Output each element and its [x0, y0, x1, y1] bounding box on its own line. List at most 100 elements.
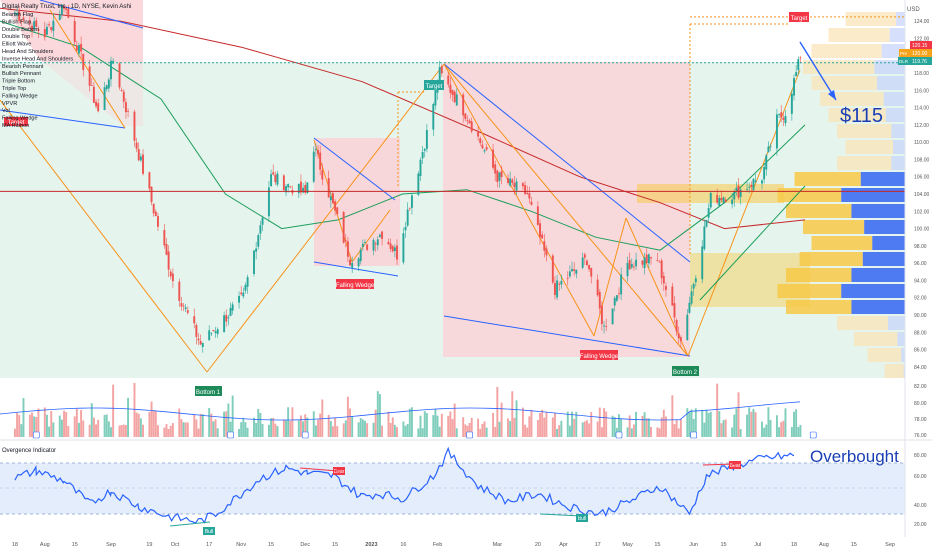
volume-bar [500, 402, 503, 437]
candle-body [686, 314, 689, 340]
wedge-line [443, 63, 691, 263]
volume-bar [396, 427, 398, 437]
volume-bar [605, 411, 608, 437]
candle-body [694, 278, 697, 283]
volume-bar [349, 408, 352, 437]
bottom2-label: Bottom 2 [672, 366, 699, 376]
price-badge-text: 120.00 [912, 51, 928, 57]
volume-axis[interactable]: 76.00 78.00 80.00 82.00 [914, 384, 927, 439]
volume-bar [468, 422, 471, 437]
vpvr-down-block [891, 124, 905, 138]
candle-body [28, 20, 31, 24]
volume-bar [274, 423, 277, 437]
time-tick-label: Sep [106, 542, 116, 548]
volume-bar [223, 411, 226, 437]
candle-body [782, 117, 785, 120]
volume-bar [716, 383, 719, 437]
vpvr-down-block [891, 156, 905, 170]
candle-body [285, 186, 287, 193]
candle-body [182, 305, 185, 307]
candle-body [498, 172, 501, 181]
candle-body [35, 20, 38, 27]
candle-body [357, 258, 360, 267]
candle-body [707, 208, 710, 218]
vpvr-up-block [786, 268, 852, 282]
candle-body [319, 152, 322, 170]
candle-body [150, 186, 153, 203]
candle-body [312, 151, 315, 182]
volume-bar [163, 427, 166, 437]
candle-body [545, 248, 548, 256]
candle-body [660, 260, 663, 279]
volume-bar [291, 407, 294, 437]
volume-bar [746, 414, 749, 437]
volume-bar [118, 425, 121, 437]
time-tick-label: 15 [851, 542, 857, 548]
volume-bar [297, 420, 300, 437]
candle-body [481, 144, 484, 149]
candle-body [421, 152, 424, 159]
candle-body [560, 280, 563, 285]
vpvr-up-block [777, 284, 842, 298]
time-tick-label: 15 [654, 542, 660, 548]
candle-body [20, 20, 23, 22]
time-tick-label: 2023 [365, 542, 377, 548]
time-tick-label: 15 [721, 542, 727, 548]
indicator-axis[interactable]: 20.00 40.00 60.00 80.00 [914, 453, 927, 528]
volume-bar [485, 427, 488, 437]
volume-bar [498, 421, 501, 437]
price-axis[interactable]: 84.00 86.00 88.00 90.00 92.00 94.00 96.00 98.00… [914, 19, 930, 371]
volume-bar [152, 410, 155, 437]
volume-bar [88, 424, 91, 437]
overbought-note[interactable]: Overbought [810, 447, 899, 466]
candle-body [282, 175, 285, 191]
volume-bar [778, 427, 781, 437]
volume-bar [551, 417, 554, 437]
candle-body [225, 314, 228, 322]
volume-bar [481, 423, 484, 437]
candle-body [647, 254, 650, 264]
candle-body [716, 195, 719, 203]
target-label-3: Target [4, 117, 28, 126]
candle-body [485, 147, 488, 150]
candle-body [492, 149, 495, 168]
candle-body [598, 291, 601, 309]
candle-body [539, 223, 541, 238]
candle-body [349, 259, 352, 266]
volume-bar [690, 409, 693, 437]
volume-bar [775, 415, 778, 437]
volume-bar [299, 415, 302, 437]
time-axis[interactable]: 18 Aug 15 Sep 19 Oct 17 Nov 15 Dec 15 2023 16 Feb Mar 2… [12, 542, 895, 548]
volume-bar [302, 421, 305, 437]
projection-arrow[interactable] [799, 41, 837, 101]
volume-bar [539, 413, 541, 437]
volume-bar [408, 408, 411, 437]
candle-body [750, 185, 753, 188]
volume-bar [97, 419, 100, 437]
volume-bar [628, 415, 631, 437]
volume-bar [312, 411, 315, 437]
volume-bar [60, 419, 63, 437]
candle-body [259, 225, 262, 234]
volume-bar [735, 408, 738, 437]
price-tick-label: 118.00 [914, 71, 929, 77]
candle-body [718, 198, 721, 206]
volume-bar [127, 397, 130, 437]
price-tick-label: 108.00 [914, 157, 930, 163]
volume-bar [142, 424, 144, 437]
candle-body [163, 230, 166, 246]
candle-body [494, 164, 497, 174]
volume-bar [464, 424, 467, 437]
vpvr-up-block [837, 124, 892, 138]
candle-body [479, 138, 482, 144]
volume-bar [197, 428, 200, 437]
candle-body [765, 155, 768, 170]
volume-bar [797, 427, 800, 437]
green-zone-left [0, 62, 180, 372]
volume-bar [662, 409, 665, 437]
support-band [690, 253, 810, 307]
volume-bar [199, 413, 202, 437]
candle-body [408, 207, 411, 209]
candle-body [267, 187, 270, 217]
price-target-note[interactable]: $115 [840, 105, 883, 127]
